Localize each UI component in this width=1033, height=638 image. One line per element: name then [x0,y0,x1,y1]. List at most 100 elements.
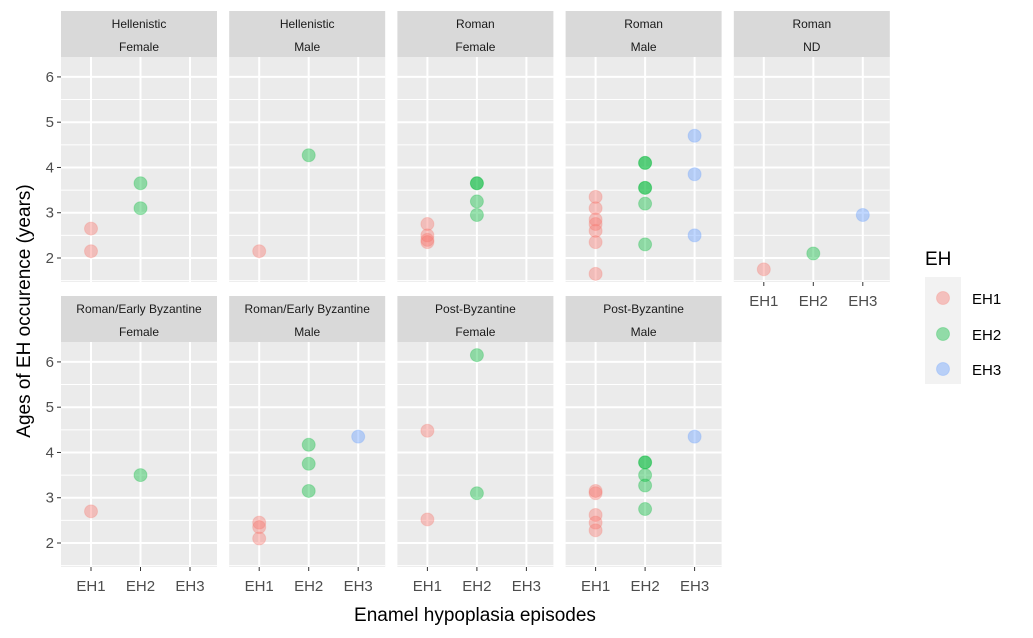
data-point-eh2 [469,176,484,191]
y-tick-label: 4 [46,444,54,461]
data-point-eh2 [469,194,484,209]
panel-background [397,342,554,567]
data-point-eh1 [588,483,603,498]
facet-strip-sex: Female [119,40,159,54]
data-point-eh2 [133,201,148,216]
facet-strip-period: Hellenistic [280,17,335,31]
facet-panel: Roman Female [397,11,554,282]
data-point-eh1 [84,221,98,236]
panel-background [397,57,554,282]
data-point-eh2 [638,180,653,195]
x-tick-label: EH1 [581,578,610,595]
data-point-eh2 [301,483,316,498]
y-tick-label: 6 [46,354,54,371]
facet-strip-period: Hellenistic [112,17,167,31]
data-point-eh1 [588,217,603,232]
data-point-eh1 [420,235,435,250]
facet-strip-period: Post-Byzantine [435,302,516,316]
data-point-eh3 [687,167,702,182]
y-tick-label: 5 [46,114,54,131]
data-point-eh2 [469,486,484,501]
x-tick-label: EH1 [749,293,778,310]
facet-strip-sex: Male [294,325,320,339]
data-point-eh1 [588,523,603,538]
data-point-eh2 [638,155,653,170]
facet-panel: Post-Byzantine Male EH1 EH2 EH3 [565,296,722,595]
data-point-eh2 [301,148,316,163]
facet-strip [61,296,217,342]
data-point-eh1 [420,228,435,243]
facet-strip-sex: ND [803,40,821,54]
x-tick-label: EH1 [245,578,274,595]
y-tick-label: 2 [46,535,54,552]
x-tick-label: EH3 [848,293,877,310]
legend-label-eh3: EH3 [972,362,1001,379]
data-point-eh1 [420,423,435,438]
data-point-eh1 [588,235,603,250]
data-point-eh1 [84,244,98,259]
facet-strip [397,296,554,342]
data-point-eh2 [638,478,653,493]
data-point-eh2 [806,246,821,261]
facet-strip [565,11,722,57]
data-point-eh1 [756,262,771,277]
facet-panel: Roman ND EH1 EH2 EH3 [733,11,890,310]
data-point-eh2 [469,348,484,363]
facet-strip-sex: Male [631,40,657,54]
data-point-eh3 [687,128,702,143]
y-tick-label: 3 [46,490,54,507]
data-point-eh2 [469,176,484,191]
data-point-eh1 [588,515,603,530]
legend-key-background [925,277,961,384]
data-point-eh2 [133,468,148,483]
data-point-eh2 [638,180,653,195]
facet-strip-period: Roman [624,17,663,31]
y-tick-label: 5 [46,399,54,416]
facet-strip-period: Roman [792,17,831,31]
facet-panel: Roman Male [565,11,722,282]
data-point-eh3 [855,207,870,222]
panel-background [61,342,217,567]
data-point-eh1 [420,232,435,247]
data-point-eh1 [252,520,267,535]
legend-key-eh3 [936,362,950,376]
facet-strip-period: Roman [456,17,495,31]
data-point-eh1 [420,512,435,527]
data-point-eh1 [588,507,603,522]
data-point-eh2 [638,237,653,252]
data-point-eh1 [588,266,603,281]
facet-panel: Roman/Early Byzantine Female 2 3 4 5 6 EH1 EH2 EH… [46,296,217,595]
data-point-eh2 [638,196,653,211]
data-point-eh2 [638,155,653,170]
data-point-eh2 [469,207,484,222]
facet-strip [397,11,554,57]
facet-strip [565,296,722,342]
data-point-eh1 [588,212,603,227]
panel-background [565,342,722,567]
legend-key-eh2 [936,327,950,341]
facet-strip [229,11,386,57]
facet-strip-sex: Male [631,325,657,339]
x-tick-label: EH1 [76,578,105,595]
legend-key-eh1 [936,291,950,305]
data-point-eh3 [351,429,366,444]
x-tick-label: EH2 [462,578,491,595]
facet-strip [733,11,890,57]
x-tick-label: EH2 [294,578,323,595]
facet-strip-sex: Male [294,40,320,54]
data-point-eh2 [638,455,653,470]
data-point-eh2 [301,456,316,471]
x-tick-label: EH3 [175,578,204,595]
data-point-eh3 [687,228,702,243]
data-point-eh2 [638,455,653,470]
facet-strip [229,296,386,342]
y-axis-title: Ages of EH occurence (years) [14,184,35,437]
data-point-eh1 [588,189,603,204]
legend-label-eh1: EH1 [972,291,1001,308]
data-point-eh1 [588,486,603,501]
data-point-eh2 [638,502,653,517]
panel-background [229,57,386,282]
y-tick-label: 3 [46,205,54,222]
facet-strip-period: Post-Byzantine [603,302,684,316]
